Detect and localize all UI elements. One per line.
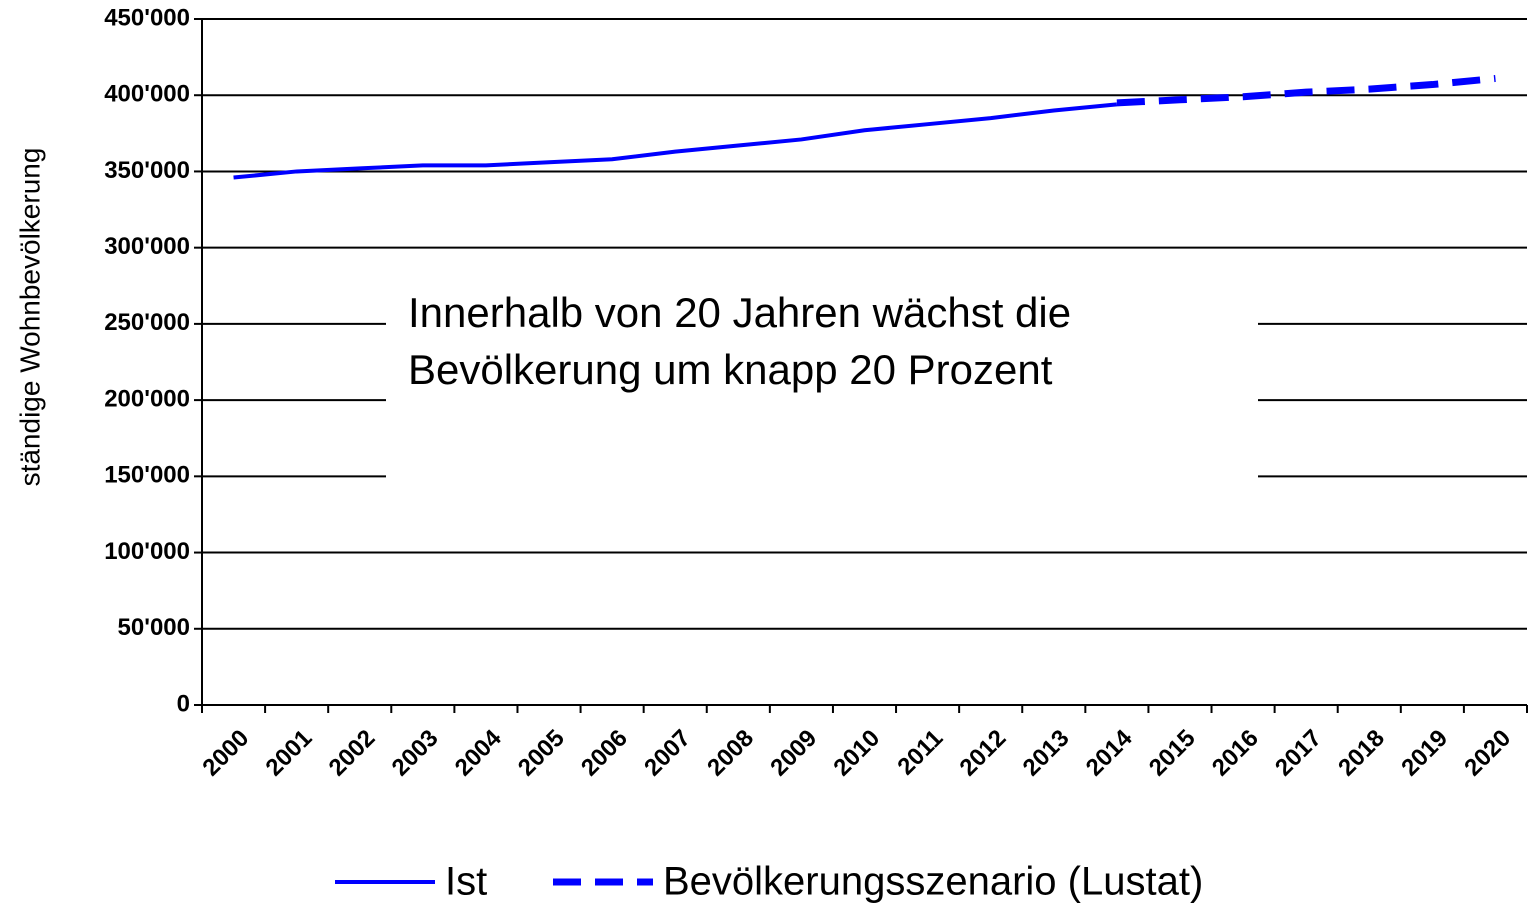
annotation: Innerhalb von 20 Jahren wächst die bbox=[408, 289, 1071, 336]
x-tick-label: 2017 bbox=[1270, 725, 1327, 782]
y-tick-label: 450'000 bbox=[104, 4, 190, 31]
x-tick-label: 2003 bbox=[387, 725, 444, 782]
y-tick-label: 250'000 bbox=[104, 309, 190, 336]
x-tick-label: 2018 bbox=[1333, 725, 1390, 782]
x-tick-label: 2004 bbox=[450, 724, 507, 781]
series-line bbox=[233, 102, 1118, 180]
x-tick-label: 2009 bbox=[765, 725, 822, 782]
x-tick-label: 2005 bbox=[513, 725, 570, 782]
y-tick-label: 100'000 bbox=[104, 538, 190, 565]
y-tick-label: 300'000 bbox=[104, 233, 190, 260]
y-tick-label: 400'000 bbox=[104, 81, 190, 108]
annotation: Bevölkerung um knapp 20 Prozent bbox=[408, 346, 1053, 393]
x-tick-label: 2019 bbox=[1396, 725, 1453, 782]
series-line bbox=[1116, 74, 1496, 107]
y-tick-label: 50'000 bbox=[118, 614, 190, 641]
x-tick-label: 2007 bbox=[639, 725, 696, 782]
legend-label: Ist bbox=[445, 860, 487, 904]
x-tick-label: 2002 bbox=[324, 725, 381, 782]
x-tick-label: 2011 bbox=[892, 725, 948, 781]
legend-label: Bevölkerungsszenario (Lustat) bbox=[663, 860, 1203, 904]
y-tick-label: 150'000 bbox=[104, 462, 190, 489]
x-tick-label: 2000 bbox=[197, 725, 254, 782]
y-tick-label: 200'000 bbox=[104, 385, 190, 412]
y-tick-label: 0 bbox=[177, 690, 190, 717]
x-tick-label: 2015 bbox=[1144, 725, 1201, 782]
annotation-box bbox=[386, 290, 1258, 490]
x-tick-label: 2008 bbox=[702, 725, 759, 782]
x-tick-label: 2013 bbox=[1018, 725, 1075, 782]
x-tick-label: 2006 bbox=[576, 725, 633, 782]
x-tick-label: 2012 bbox=[955, 725, 1012, 782]
x-tick-label: 2001 bbox=[261, 725, 318, 782]
x-tick-label: 2010 bbox=[828, 725, 885, 782]
x-tick-label: 2014 bbox=[1081, 724, 1138, 781]
x-tick-label: 2020 bbox=[1459, 725, 1516, 782]
y-tick-label: 350'000 bbox=[104, 157, 190, 184]
x-tick-label: 2016 bbox=[1207, 725, 1264, 782]
y-axis-label: ständige Wohnbevölkerung bbox=[14, 148, 45, 487]
